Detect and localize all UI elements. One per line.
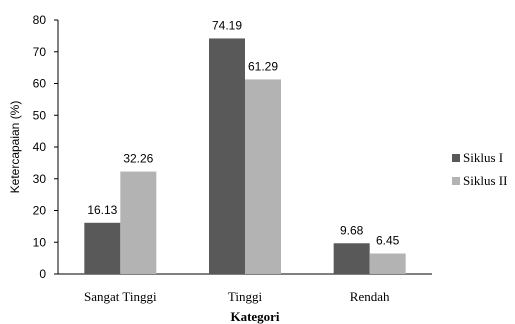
y-axis-ticks: 0 10 20 30 40 50 60 70 80 xyxy=(33,13,58,281)
category-label: Sangat Tinggi xyxy=(84,289,157,304)
y-tick-label: 70 xyxy=(33,45,47,59)
x-axis-title: Kategori xyxy=(230,309,279,324)
bar-1-2 xyxy=(209,38,245,275)
data-label: 74.19 xyxy=(212,18,242,32)
bars xyxy=(84,38,406,275)
y-axis-title: Ketercapaian (%) xyxy=(8,101,22,194)
bar-2-2 xyxy=(245,79,281,274)
data-label: 9.68 xyxy=(340,223,364,237)
category-label: Rendah xyxy=(350,289,390,304)
data-label: 16.13 xyxy=(87,203,117,217)
y-tick-label: 60 xyxy=(33,77,47,91)
category-label: Tinggi xyxy=(228,289,263,304)
legend-label: Siklus I xyxy=(463,150,503,165)
y-tick-label: 20 xyxy=(33,204,47,218)
y-tick-label: 80 xyxy=(33,13,47,27)
y-tick-label: 50 xyxy=(33,108,47,122)
bar-2-3 xyxy=(369,253,406,274)
bar-2-1 xyxy=(120,171,157,274)
y-tick-label: 30 xyxy=(33,172,47,186)
y-tick-label: 0 xyxy=(39,267,46,281)
category-labels: Sangat Tinggi Tinggi Rendah xyxy=(84,289,390,304)
data-labels: 16.13 32.26 74.19 61.29 9.68 6.45 xyxy=(87,18,399,247)
y-tick-label: 40 xyxy=(33,140,47,154)
legend-swatch xyxy=(452,154,460,162)
bar-1-1 xyxy=(84,222,121,274)
bar-1-3 xyxy=(333,243,370,274)
data-label: 61.29 xyxy=(248,59,278,73)
y-tick-label: 10 xyxy=(33,235,47,249)
legend-swatch xyxy=(452,177,460,185)
data-label: 32.26 xyxy=(123,152,153,166)
legend-label: Siklus II xyxy=(463,173,507,188)
data-label: 6.45 xyxy=(376,234,400,248)
legend: Siklus I Siklus II xyxy=(452,150,507,188)
